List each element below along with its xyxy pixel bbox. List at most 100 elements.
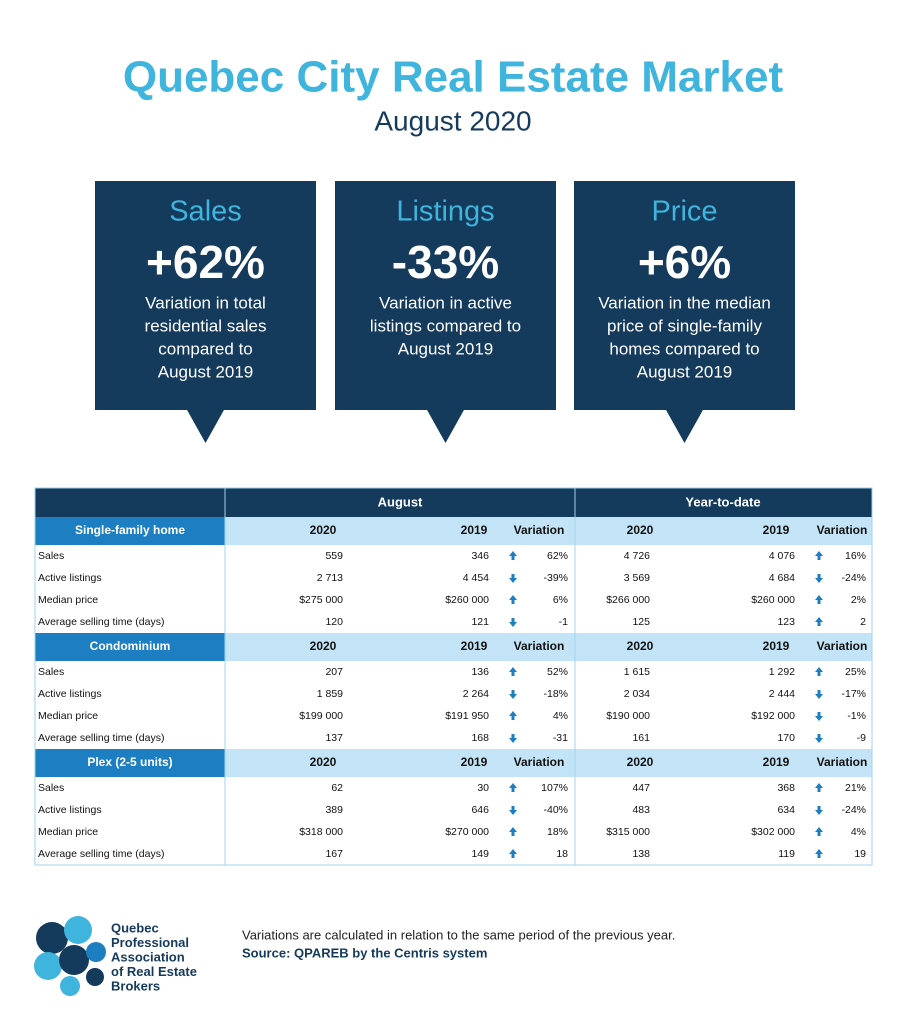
title: Quebec City Real Estate Market — [123, 53, 784, 102]
cell-value: 4 726 — [624, 550, 650, 562]
logo-text: Quebec — [111, 920, 159, 935]
cell-value: 170 — [777, 732, 795, 744]
card-value: +62% — [146, 236, 265, 288]
cell-value: $191 950 — [445, 710, 489, 722]
variation-arrow — [815, 734, 823, 743]
cell-value: -1 — [559, 616, 568, 628]
column-header: 2020 — [627, 523, 654, 537]
logo-shape — [34, 952, 62, 980]
card-pointer — [426, 409, 465, 443]
cell-value: 62 — [331, 782, 343, 794]
row-label: Median price — [38, 826, 98, 838]
logo-shape — [86, 968, 104, 986]
row-label: Active listings — [38, 572, 102, 584]
logo-shape — [64, 916, 92, 944]
column-header: 2019 — [461, 523, 488, 537]
cell-value: 2 444 — [769, 688, 795, 700]
card-title: Price — [651, 196, 717, 228]
row-label: Sales — [38, 782, 64, 794]
cell-value: 136 — [471, 666, 489, 678]
footnote: Variations are calculated in relation to… — [242, 927, 675, 942]
cell-value: -24% — [841, 572, 866, 584]
row-label: Active listings — [38, 688, 102, 700]
column-header: 2019 — [763, 639, 790, 653]
cell-value: $318 000 — [299, 826, 343, 838]
row-label: Median price — [38, 594, 98, 606]
cell-value: 25% — [845, 666, 866, 678]
variation-arrow — [815, 617, 823, 626]
cell-value: 2% — [851, 594, 866, 606]
column-header: 2020 — [310, 639, 337, 653]
column-header: 2019 — [763, 523, 790, 537]
logo-text: Professional — [111, 935, 189, 950]
row-label: Sales — [38, 550, 64, 562]
variation-arrow — [815, 667, 823, 676]
cell-value: 168 — [471, 732, 489, 744]
source: Source: QPAREB by the Centris system — [242, 945, 487, 960]
column-header: Variation — [514, 755, 565, 769]
cell-value: 559 — [325, 550, 343, 562]
variation-arrow — [815, 806, 823, 815]
variation-arrow — [815, 712, 823, 721]
variation-arrow — [815, 551, 823, 560]
row-label: Average selling time (days) — [38, 616, 164, 628]
variation-arrow — [815, 574, 823, 583]
variation-arrow — [509, 595, 517, 604]
variation-arrow — [509, 711, 517, 720]
cell-value: 123 — [777, 616, 795, 628]
cell-value: 18% — [547, 826, 568, 838]
cell-value: 646 — [471, 804, 489, 816]
row-label: Average selling time (days) — [38, 848, 164, 860]
cell-value: 483 — [632, 804, 650, 816]
cell-value: 16% — [845, 550, 866, 562]
card-title: Listings — [396, 196, 494, 228]
cell-value: 207 — [325, 666, 343, 678]
cell-value: 2 — [860, 616, 866, 628]
card-title: Sales — [169, 196, 242, 228]
cell-value: 634 — [777, 804, 795, 816]
column-header: 2020 — [627, 755, 654, 769]
logo-shape — [59, 945, 89, 975]
column-header: Variation — [817, 755, 868, 769]
group-label: Year-to-date — [685, 494, 760, 509]
cell-value: -39% — [543, 572, 568, 584]
cell-value: 4 454 — [463, 572, 489, 584]
cell-value: 62% — [547, 550, 568, 562]
cell-value: 125 — [632, 616, 650, 628]
card-pointer — [665, 409, 704, 443]
card-text: homes compared to — [609, 339, 759, 358]
section-name-cell — [35, 633, 225, 661]
cell-value: -18% — [543, 688, 568, 700]
cell-value: 2 713 — [317, 572, 343, 584]
card-text: August 2019 — [158, 362, 253, 381]
section-name-cell — [35, 749, 225, 777]
logo-shape — [60, 976, 80, 996]
column-header: 2019 — [763, 755, 790, 769]
cell-value: 21% — [845, 782, 866, 794]
cell-value: 4 684 — [769, 572, 795, 584]
card — [335, 181, 556, 410]
cell-value: $315 000 — [606, 826, 650, 838]
card-pointer — [186, 409, 225, 443]
cell-value: 107% — [541, 782, 568, 794]
cell-value: $275 000 — [299, 594, 343, 606]
cell-value: 2 264 — [463, 688, 489, 700]
column-header: Variation — [514, 639, 565, 653]
cell-value: 447 — [632, 782, 650, 794]
section-name: Single-family home — [75, 523, 185, 537]
variation-arrow — [509, 734, 517, 743]
cell-value: 18 — [556, 848, 568, 860]
cell-value: -1% — [847, 710, 866, 722]
cell-value: $302 000 — [751, 826, 795, 838]
logo-text: of Real Estate — [111, 964, 197, 979]
variation-arrow — [509, 618, 517, 627]
column-header: 2019 — [461, 639, 488, 653]
cell-value: 4 076 — [769, 550, 795, 562]
logo-text: Brokers — [111, 978, 160, 993]
variation-arrow — [815, 849, 823, 858]
card-text: compared to — [158, 339, 253, 358]
logo-text: Association — [111, 949, 185, 964]
column-header: 2020 — [627, 639, 654, 653]
cell-value: 120 — [325, 616, 343, 628]
